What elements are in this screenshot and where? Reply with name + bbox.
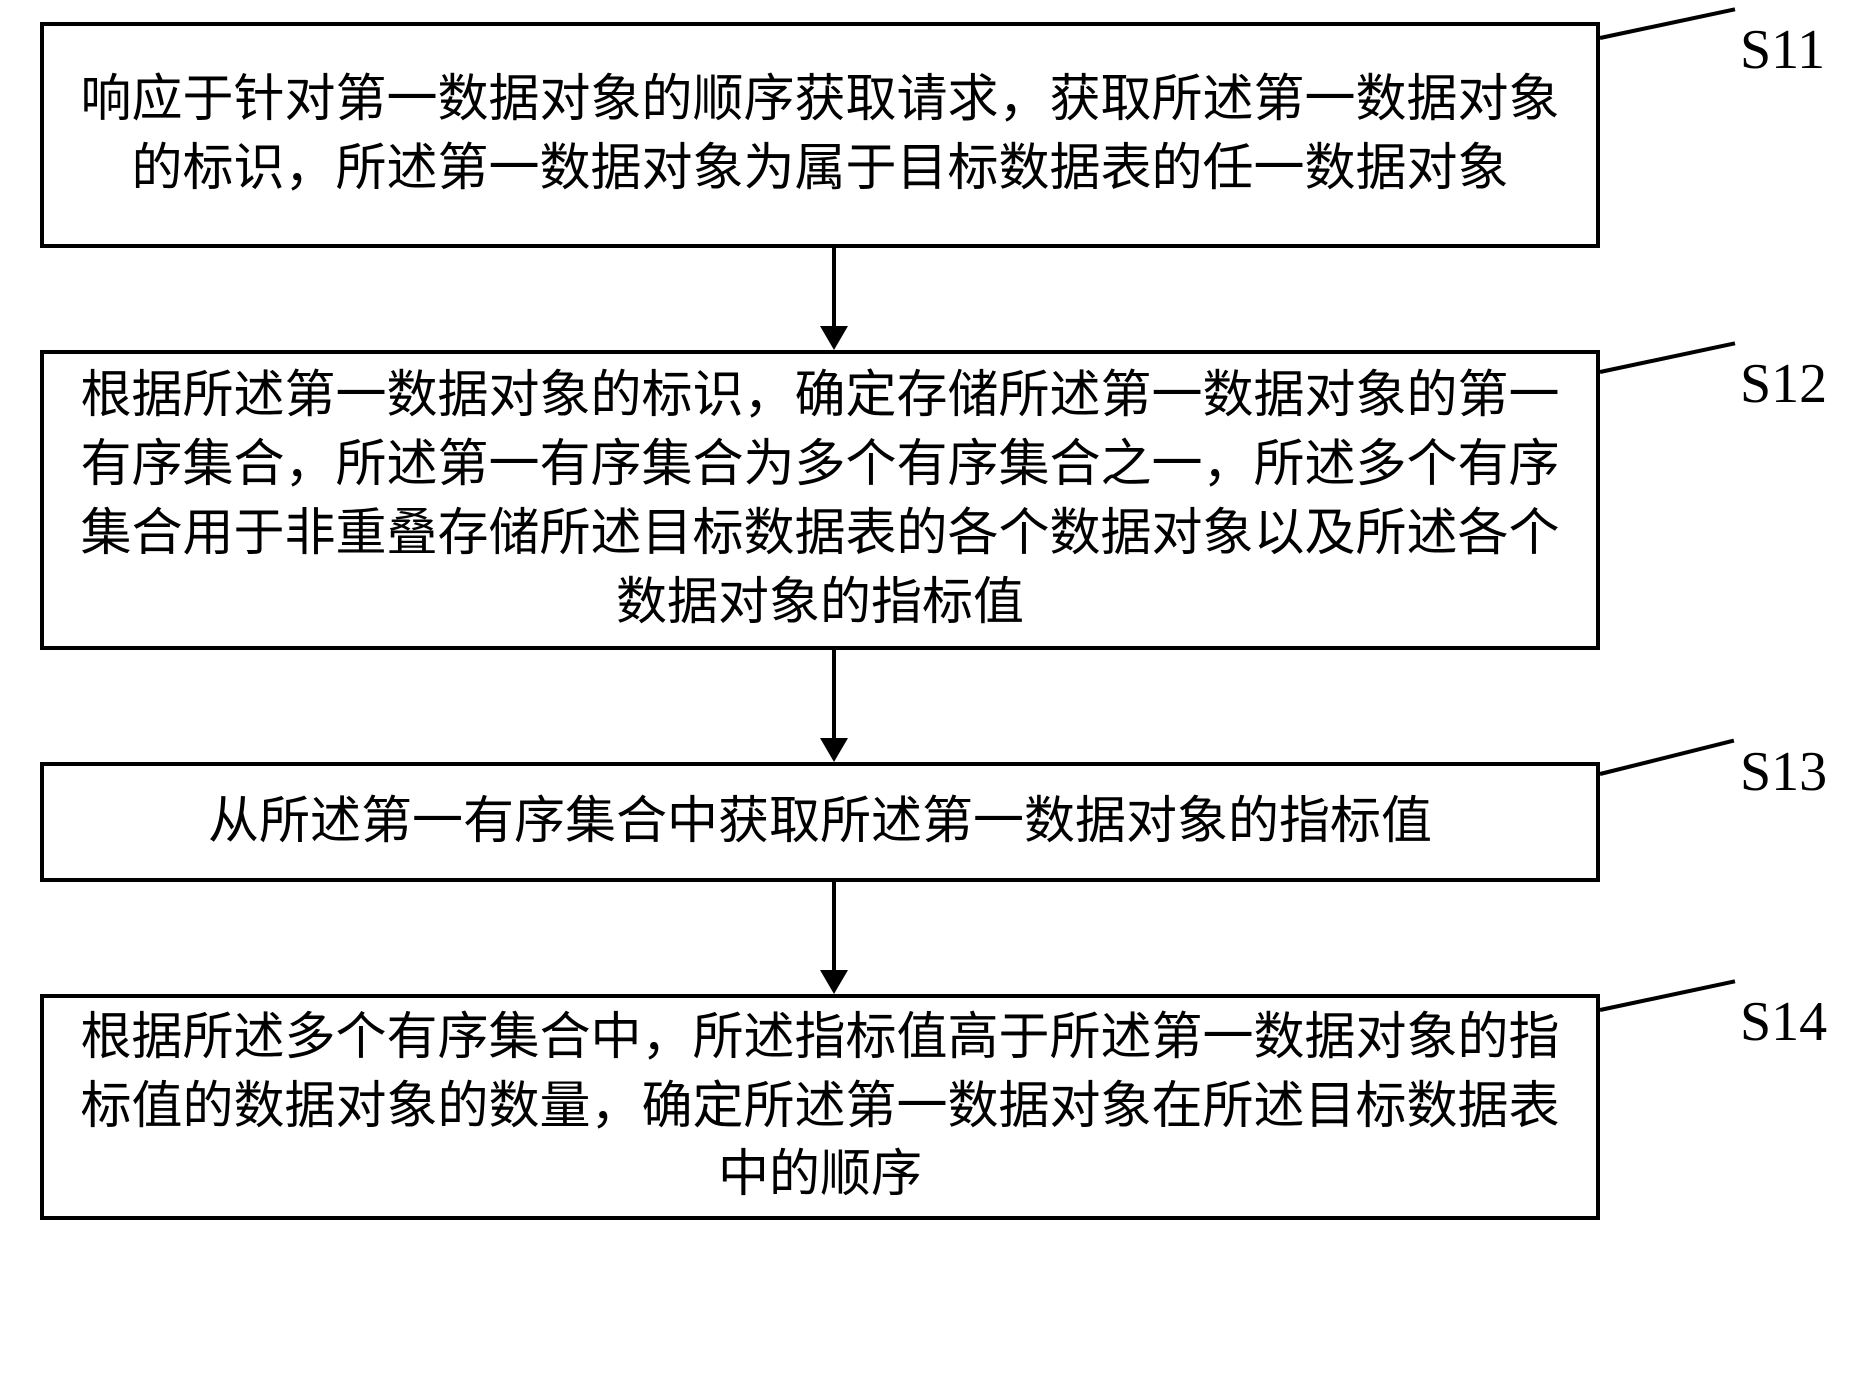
callout-line-s12 — [1600, 341, 1736, 374]
step-s14: 根据所述多个有序集合中，所述指标值高于所述第一数据对象的指标值的数据对象的数量，… — [40, 994, 1600, 1220]
arrow-s11-s12 — [820, 248, 848, 350]
step-s13: 从所述第一有序集合中获取所述第一数据对象的指标值 — [40, 762, 1600, 882]
step-s12: 根据所述第一数据对象的标识，确定存储所述第一数据对象的第一有序集合，所述第一有序… — [40, 350, 1600, 650]
callout-label-s13: S13 — [1740, 740, 1827, 804]
callout-label-s11: S11 — [1740, 18, 1825, 82]
step-s12-text: 根据所述第一数据对象的标识，确定存储所述第一数据对象的第一有序集合，所述第一有序… — [68, 362, 1572, 637]
flowchart-container: 响应于针对第一数据对象的顺序获取请求，获取所述第一数据对象的标识，所述第一数据对… — [0, 0, 1864, 1382]
callout-label-s14: S14 — [1740, 990, 1827, 1054]
callout-line-s13 — [1600, 739, 1735, 776]
step-s11: 响应于针对第一数据对象的顺序获取请求，获取所述第一数据对象的标识，所述第一数据对… — [40, 22, 1600, 248]
step-s13-text: 从所述第一有序集合中获取所述第一数据对象的指标值 — [208, 788, 1432, 857]
callout-line-s11 — [1600, 7, 1736, 40]
callout-line-s14 — [1600, 979, 1736, 1012]
arrow-s12-s13 — [820, 650, 848, 762]
callout-label-s12: S12 — [1740, 352, 1827, 416]
step-s14-text: 根据所述多个有序集合中，所述指标值高于所述第一数据对象的指标值的数据对象的数量，… — [68, 1004, 1572, 1211]
arrow-s13-s14 — [820, 882, 848, 994]
step-s11-text: 响应于针对第一数据对象的顺序获取请求，获取所述第一数据对象的标识，所述第一数据对… — [68, 66, 1572, 204]
